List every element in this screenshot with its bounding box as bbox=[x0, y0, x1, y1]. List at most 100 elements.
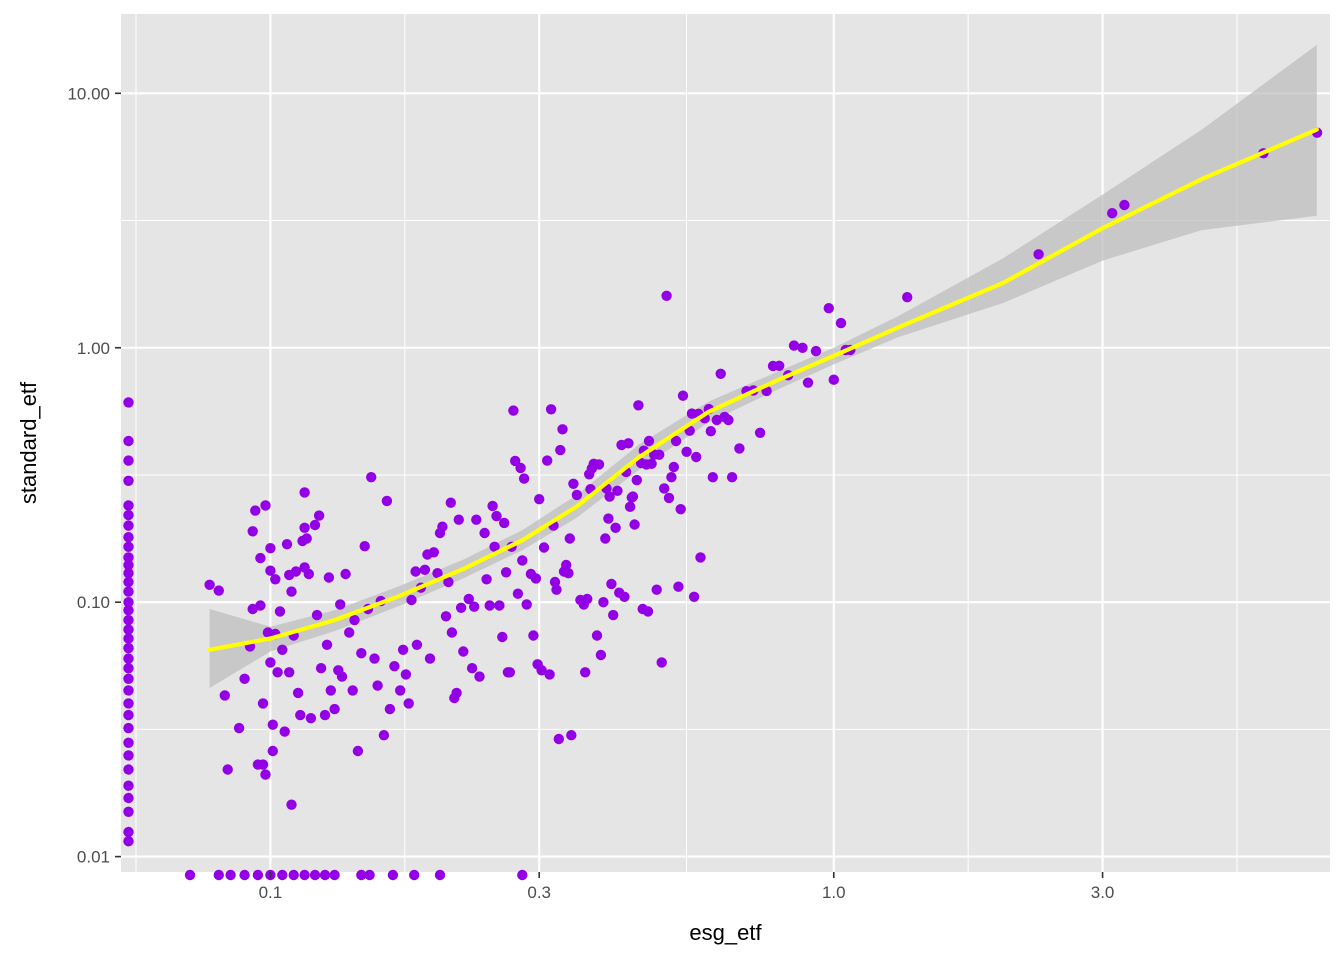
data-point bbox=[530, 573, 542, 584]
data-point bbox=[270, 574, 281, 585]
data-point bbox=[670, 435, 682, 447]
data-point bbox=[336, 671, 348, 682]
data-point bbox=[257, 759, 269, 770]
data-point bbox=[534, 494, 545, 505]
data-point bbox=[593, 459, 605, 470]
data-point bbox=[646, 458, 657, 469]
data-point bbox=[411, 639, 423, 650]
data-point bbox=[499, 517, 510, 529]
x-axis-ticks: 0.1 0.3 1.0 3.0 bbox=[259, 872, 1114, 902]
data-point bbox=[279, 726, 290, 737]
data-point bbox=[659, 483, 670, 494]
data-point bbox=[329, 869, 340, 881]
data-point bbox=[123, 597, 134, 608]
data-point bbox=[250, 505, 261, 516]
data-point bbox=[123, 397, 134, 408]
data-point bbox=[325, 685, 336, 696]
data-point bbox=[542, 455, 553, 466]
data-point bbox=[352, 745, 364, 757]
data-point bbox=[257, 698, 269, 709]
x-axis-title: esg_etf bbox=[689, 920, 762, 945]
data-point bbox=[1033, 249, 1044, 260]
data-point bbox=[225, 869, 236, 881]
data-point bbox=[446, 627, 458, 638]
data-point bbox=[340, 568, 351, 580]
data-point bbox=[255, 552, 266, 564]
y-axis-title: standard_etf bbox=[16, 381, 41, 504]
data-point bbox=[631, 474, 642, 486]
x-tick-label: 0.1 bbox=[259, 883, 283, 902]
data-point bbox=[277, 869, 288, 881]
data-point bbox=[515, 462, 526, 474]
data-point bbox=[654, 449, 665, 460]
data-point bbox=[629, 519, 640, 530]
data-point bbox=[591, 630, 603, 641]
data-point bbox=[123, 605, 134, 616]
data-point bbox=[512, 588, 524, 599]
data-point bbox=[309, 869, 321, 881]
data-point bbox=[378, 730, 390, 741]
data-point bbox=[288, 869, 299, 881]
data-point bbox=[400, 669, 412, 680]
data-point bbox=[479, 527, 490, 539]
data-point bbox=[643, 435, 655, 447]
data-point bbox=[555, 444, 566, 456]
data-point bbox=[603, 513, 614, 524]
data-point bbox=[313, 510, 325, 521]
data-point bbox=[651, 584, 662, 595]
data-point bbox=[453, 514, 464, 525]
data-point bbox=[711, 414, 722, 426]
data-point bbox=[428, 547, 439, 558]
data-point bbox=[123, 698, 134, 709]
data-point bbox=[469, 601, 480, 612]
data-point bbox=[627, 491, 639, 502]
data-point bbox=[123, 475, 134, 486]
major-gridlines bbox=[121, 14, 1330, 872]
data-point bbox=[286, 586, 297, 597]
data-point bbox=[123, 792, 134, 804]
data-point bbox=[494, 600, 505, 611]
data-point bbox=[389, 661, 400, 672]
data-point bbox=[123, 614, 134, 626]
y-tick-label: 0.01 bbox=[77, 848, 110, 867]
data-point bbox=[557, 424, 568, 435]
data-point bbox=[335, 599, 346, 610]
data-point bbox=[754, 427, 766, 438]
data-point bbox=[544, 669, 555, 680]
data-point bbox=[1107, 208, 1118, 219]
data-point bbox=[608, 609, 619, 621]
data-point bbox=[604, 491, 615, 502]
plot-panel bbox=[121, 14, 1330, 872]
data-point bbox=[247, 526, 258, 537]
data-point bbox=[123, 836, 134, 847]
data-point bbox=[508, 405, 519, 416]
data-point bbox=[303, 568, 314, 580]
data-point bbox=[123, 576, 134, 588]
data-point bbox=[440, 611, 452, 622]
smooth-line bbox=[207, 127, 1319, 652]
data-point bbox=[774, 360, 785, 371]
data-point bbox=[272, 667, 283, 678]
data-point bbox=[564, 533, 575, 544]
data-point bbox=[734, 443, 745, 454]
data-point bbox=[123, 826, 134, 838]
data-point bbox=[123, 520, 134, 531]
data-point bbox=[384, 703, 396, 715]
data-point bbox=[123, 435, 134, 447]
data-point bbox=[561, 559, 572, 571]
data-point bbox=[267, 719, 278, 730]
data-point bbox=[329, 703, 340, 715]
data-point bbox=[458, 646, 469, 657]
data-point bbox=[504, 667, 515, 678]
data-point bbox=[255, 600, 266, 611]
data-point bbox=[549, 576, 561, 588]
data-point bbox=[563, 568, 574, 579]
data-point bbox=[623, 438, 634, 449]
data-point bbox=[571, 489, 583, 501]
data-point bbox=[677, 390, 689, 401]
data-point bbox=[595, 649, 607, 661]
data-point bbox=[123, 568, 134, 579]
data-point bbox=[123, 633, 134, 644]
data-point bbox=[381, 495, 393, 507]
